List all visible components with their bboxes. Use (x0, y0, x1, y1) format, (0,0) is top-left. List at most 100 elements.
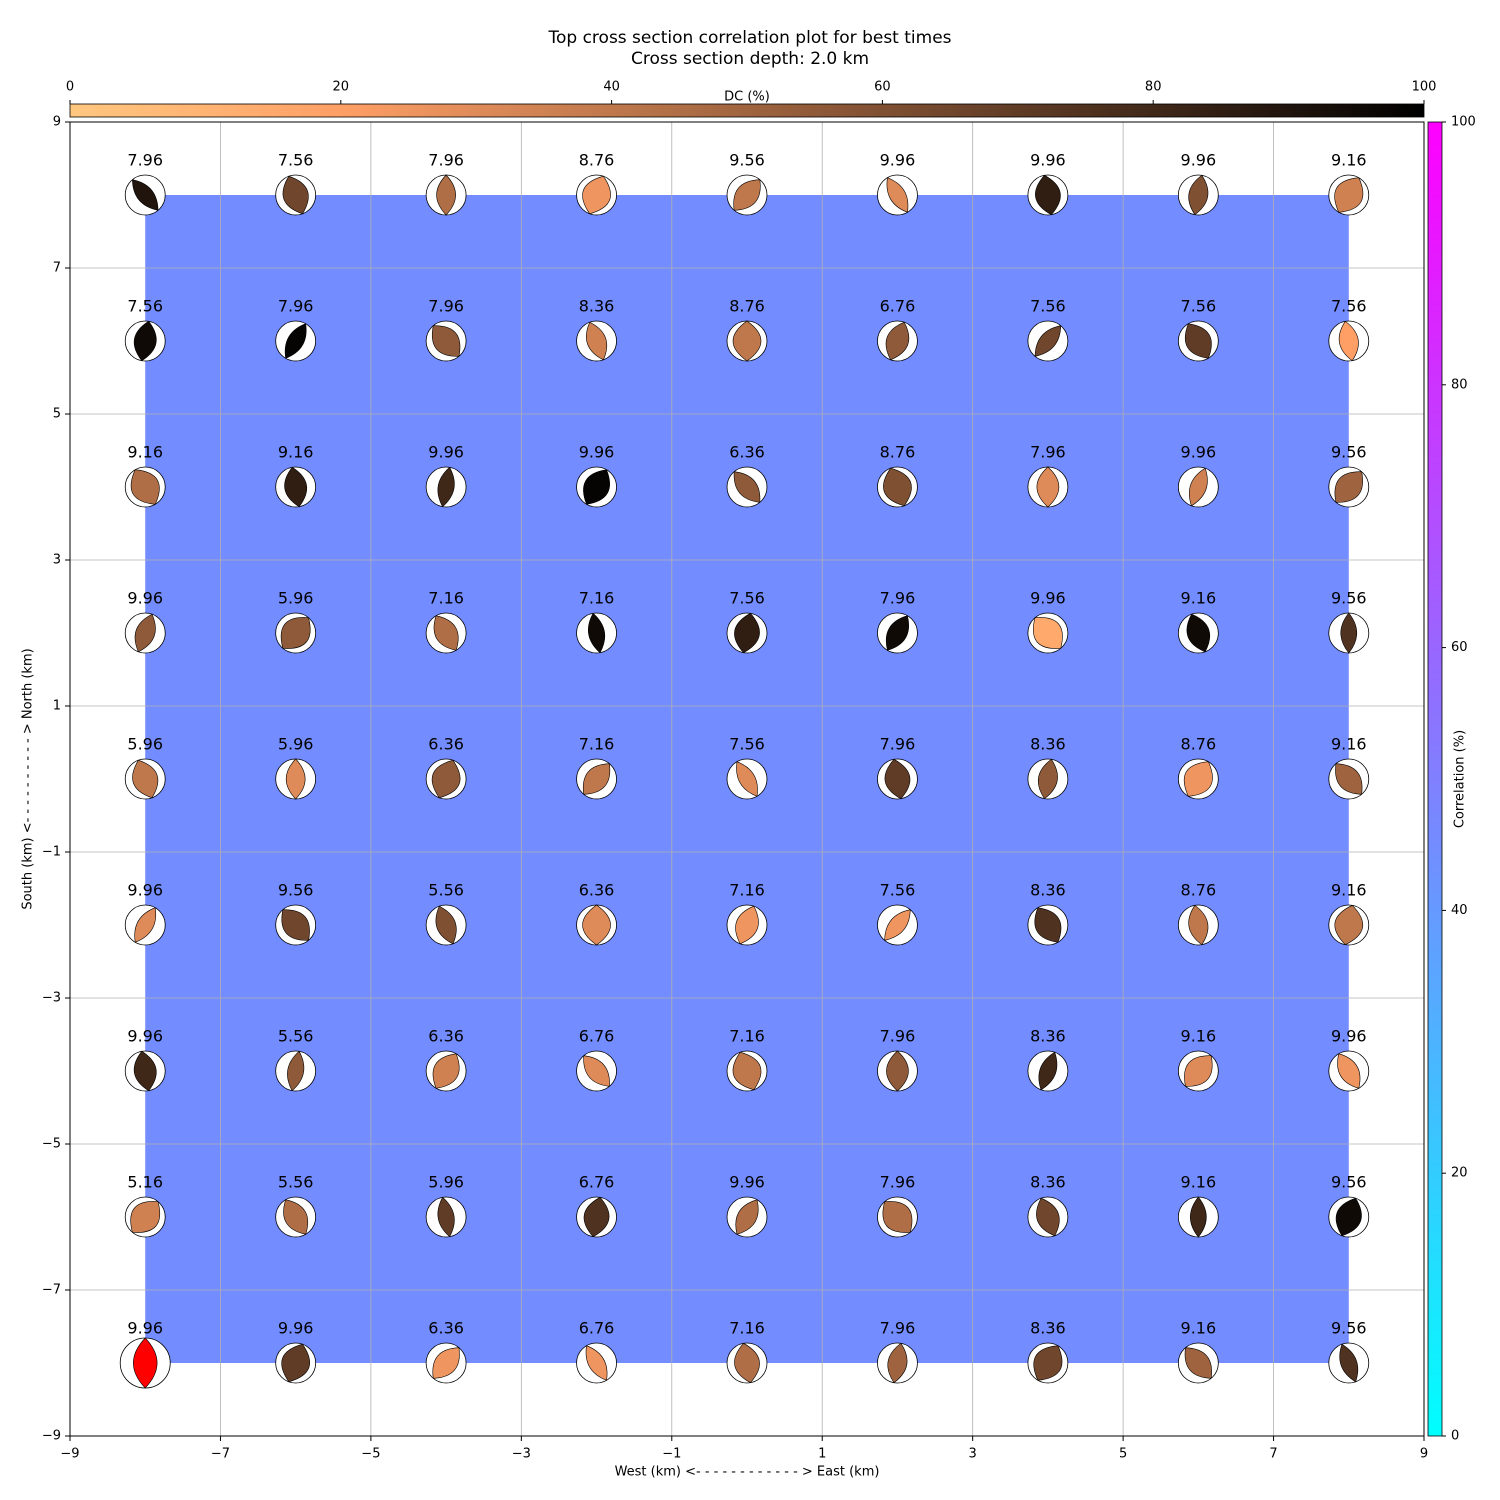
beachball (576, 1196, 617, 1238)
y-tick-label: −9 (42, 1429, 61, 1444)
beachball-lobe (1334, 471, 1363, 503)
beachball (124, 904, 166, 946)
beachball (576, 174, 617, 216)
beachball (1328, 174, 1370, 216)
beachball (275, 904, 317, 946)
beachball (576, 612, 617, 654)
beachball-lobe (130, 469, 160, 505)
beachball-lobe (285, 758, 306, 800)
beachball-lobe (1340, 612, 1358, 654)
beachball-lobe (1338, 320, 1359, 362)
time-label: 7.56 (1331, 297, 1367, 316)
beachball-lobe (1337, 1053, 1361, 1089)
beachball-lobe (583, 1055, 610, 1087)
time-label: 9.96 (1331, 1027, 1367, 1046)
beachball (1027, 320, 1069, 362)
beachball-lobe (732, 1051, 762, 1091)
beachball (877, 320, 918, 362)
time-label: 7.16 (729, 1319, 765, 1338)
beachball-lobe (287, 1050, 305, 1092)
chart-subtitle: Cross section depth: 2.0 km (631, 49, 869, 69)
y-tick-label: 7 (53, 261, 61, 276)
beachball (124, 1196, 166, 1238)
beachball-lobe (432, 1347, 460, 1379)
beachball-lobe (437, 466, 455, 508)
beachball-lobe (884, 909, 911, 941)
time-label: 9.56 (278, 881, 314, 900)
time-label: 9.56 (1331, 443, 1367, 462)
beachball-lobe (583, 1196, 610, 1238)
dc-tick-label: 60 (874, 80, 891, 95)
time-label: 9.16 (1181, 589, 1217, 608)
correlation-tick-label: 40 (1451, 903, 1468, 918)
time-label: 9.96 (278, 1319, 314, 1338)
beachball-lobe (431, 759, 461, 799)
x-tick-label: 7 (1269, 1447, 1277, 1462)
time-label: 8.76 (1181, 881, 1217, 900)
time-label: 9.16 (1181, 1319, 1217, 1338)
beachball (877, 1342, 918, 1384)
beachball-lobe (884, 758, 911, 800)
y-tick-label: 9 (53, 115, 61, 130)
beachball-lobe (886, 177, 909, 213)
beachball-lobe (134, 613, 156, 653)
time-label: 7.96 (127, 151, 163, 170)
beachball (124, 466, 166, 508)
beachball (576, 1050, 617, 1092)
beachball (124, 758, 166, 800)
beachball (726, 1050, 768, 1092)
dc-tick-label: 40 (603, 80, 620, 95)
beachball (877, 466, 918, 508)
y-tick-label: 1 (53, 699, 61, 714)
beachball (275, 1050, 317, 1092)
beachball-lobe (1184, 1347, 1212, 1379)
beachball-lobe (437, 1196, 455, 1238)
time-label: 5.56 (278, 1173, 314, 1192)
beachball (877, 758, 918, 800)
beachball (275, 466, 317, 508)
time-label: 9.96 (127, 881, 163, 900)
beachball (877, 174, 918, 216)
time-label: 6.76 (880, 297, 916, 316)
x-tick-label: 1 (818, 1447, 826, 1462)
time-label: 6.36 (579, 881, 615, 900)
beachball-lobe (1036, 1197, 1060, 1237)
time-label: 9.16 (1331, 735, 1367, 754)
time-label: 9.96 (880, 151, 916, 170)
beachball (1328, 466, 1370, 508)
dc-tick-label: 100 (1412, 80, 1437, 95)
beachball (877, 612, 918, 654)
time-label: 9.56 (729, 151, 765, 170)
y-tick-label: −1 (42, 845, 61, 860)
beachball (124, 320, 166, 362)
beachball-lobe (1335, 763, 1363, 795)
beachball (726, 758, 768, 800)
beachball-lobe (882, 1201, 913, 1233)
correlation-tick-label: 100 (1451, 115, 1476, 130)
time-label: 7.16 (729, 1027, 765, 1046)
beachball-lobe (132, 759, 159, 799)
beachball (576, 1342, 617, 1384)
beachball-lobe (133, 1337, 158, 1389)
time-label: 9.96 (729, 1173, 765, 1192)
x-tick-label: −3 (512, 1447, 531, 1462)
time-label: 7.96 (428, 151, 464, 170)
beachball-lobe (733, 471, 761, 503)
beachball (726, 904, 768, 946)
beachball-lobe (583, 469, 610, 505)
time-label: 9.96 (1030, 151, 1066, 170)
beachball (1328, 758, 1370, 800)
beachball-lobe (433, 615, 459, 651)
correlation-tick-label: 60 (1451, 640, 1468, 655)
time-label: 5.16 (127, 1173, 163, 1192)
beachball-lobe (886, 1050, 909, 1092)
beachball-lobe (134, 907, 157, 943)
beachball-lobe (582, 904, 611, 946)
beachball (425, 1196, 467, 1238)
beachball (1027, 466, 1069, 508)
beachball (275, 612, 317, 654)
y-tick-label: −3 (42, 991, 61, 1006)
beachball-lobe (1183, 761, 1213, 797)
beachball (1328, 320, 1370, 362)
